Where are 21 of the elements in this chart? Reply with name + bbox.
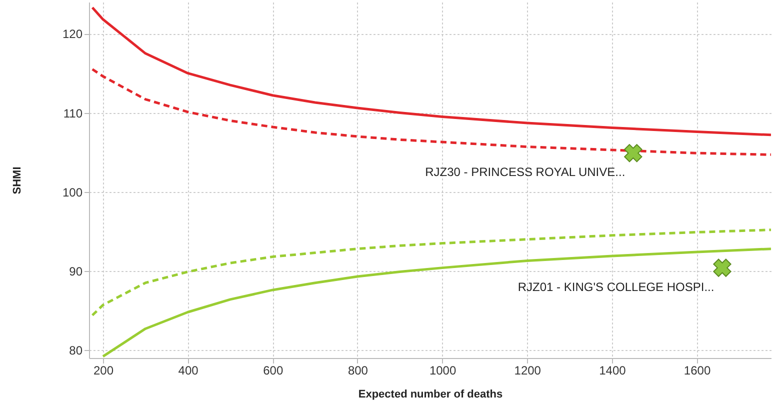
annotation: RJZ30 - PRINCESS ROYAL UNIVE... — [425, 165, 626, 180]
x-tick-label: 600 — [263, 364, 284, 378]
x-tick-label: 200 — [93, 364, 114, 378]
x-tick-label: 1600 — [684, 364, 711, 378]
annotation: RJZ01 - KING'S COLLEGE HOSPI... — [518, 280, 714, 294]
x-tick-label: 800 — [348, 364, 368, 378]
x-tick-label: 1400 — [599, 364, 626, 378]
x-tick-label: 400 — [178, 364, 199, 378]
x-tick-label: 1000 — [429, 364, 456, 378]
y-tick-label: 110 — [63, 106, 83, 120]
y-tick-label: 120 — [62, 27, 83, 42]
line-series — [102, 248, 771, 358]
line-series — [91, 6, 771, 136]
x-tick-label: 1200 — [514, 364, 542, 378]
x-axis-title: Expected number of deaths — [358, 388, 503, 400]
y-tick-label: 80 — [69, 344, 83, 358]
line-series — [91, 228, 771, 317]
y-axis-title: SHMI — [11, 166, 24, 194]
y-tick-label: 90 — [69, 264, 83, 278]
line-series — [91, 68, 771, 156]
y-tick-label: 100 — [62, 185, 83, 200]
